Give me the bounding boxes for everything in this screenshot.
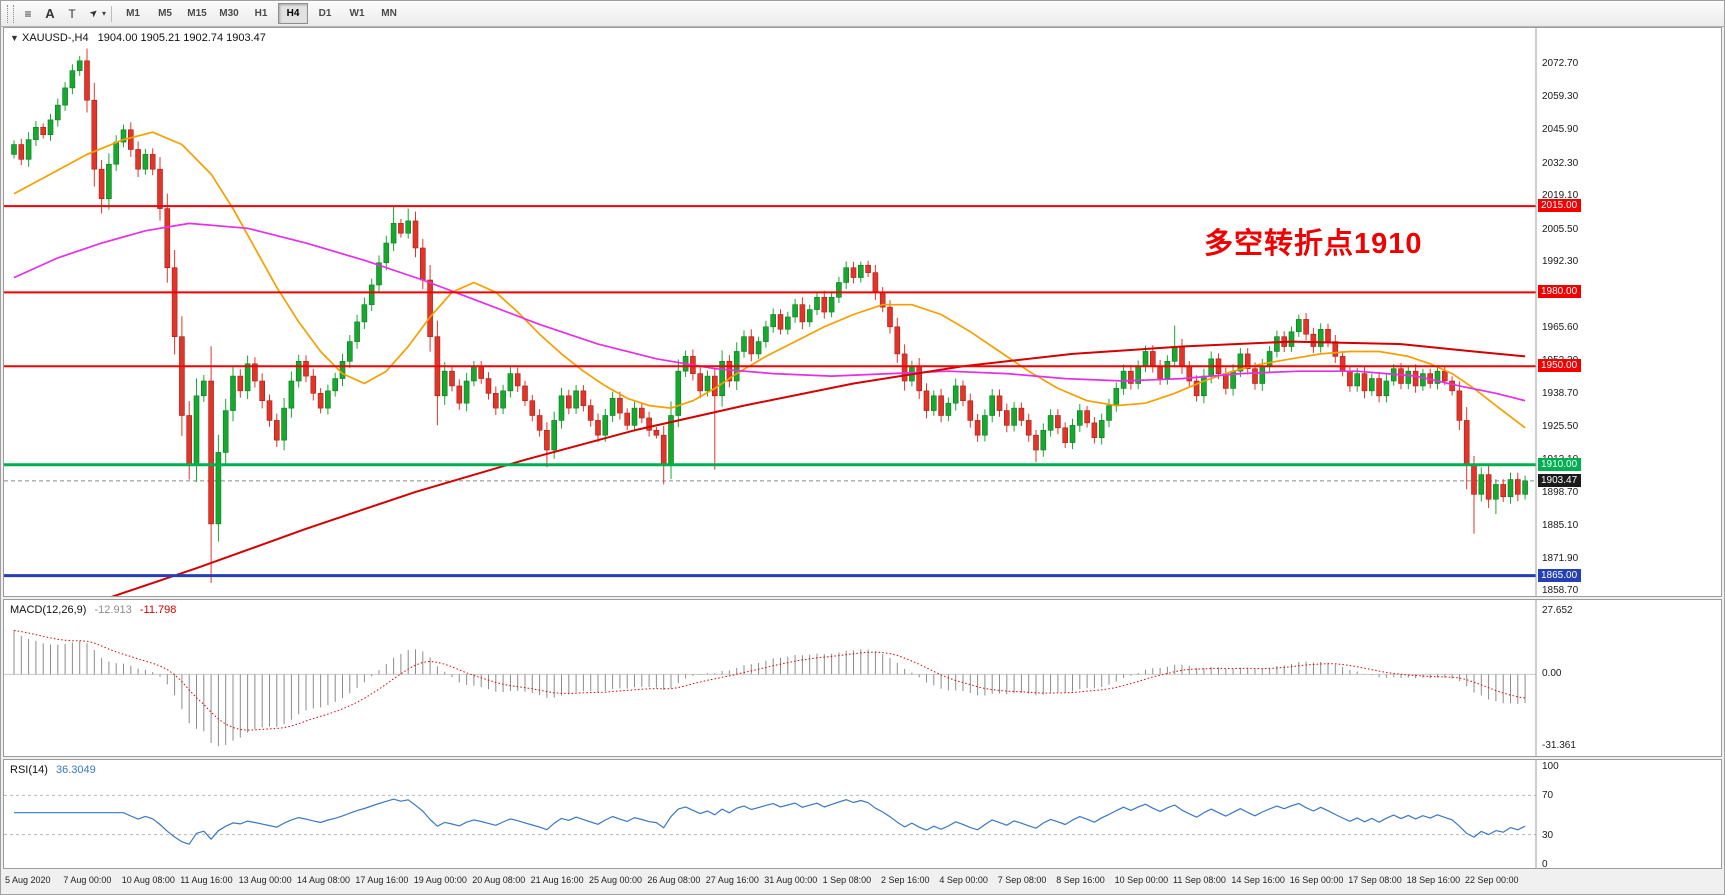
price-tick-label: 2045.90 <box>1542 124 1579 135</box>
rsi-header-label: RSI(14) 36.3049 <box>10 764 96 776</box>
time-axis-label: 5 Aug 2020 <box>5 875 51 885</box>
time-axis-label: 11 Aug 16:00 <box>180 875 233 885</box>
price-level-label: 1865.00 <box>1538 568 1582 582</box>
time-axis-label: 26 Aug 08:00 <box>647 875 701 885</box>
price-tick-label: 2019.10 <box>1542 190 1579 202</box>
macd-panel: MACD(12,26,9) -12.913 -11.798 27.652 0.00… <box>3 599 1722 757</box>
chart-annotation-text: 多空转折点1910 <box>1204 228 1423 260</box>
price-level-label: 1910.00 <box>1538 457 1582 471</box>
rsi-scale-label: 0 <box>1542 859 1548 870</box>
price-tick-label: 1938.70 <box>1542 388 1579 400</box>
timeframe-button-w1[interactable]: W1 <box>349 8 365 19</box>
timeframe-button-m5[interactable]: M5 <box>158 8 172 19</box>
text-tool-icon[interactable]: T <box>68 6 76 21</box>
dropdown-caret-icon[interactable]: ▾ <box>102 9 107 18</box>
time-axis-label: 25 Aug 00:00 <box>589 875 643 885</box>
timeframe-button-h1[interactable]: H1 <box>254 8 268 19</box>
main-chart-panel: ▼ XAUUSD-,H4 1904.00 1905.21 1902.74 190… <box>3 27 1722 597</box>
macd-signal-value: -11.798 <box>139 604 177 616</box>
time-axis-label: 31 Aug 00:00 <box>764 875 818 885</box>
time-axis-label: 22 Sep 00:00 <box>1465 875 1519 885</box>
price-tick-label: 1871.90 <box>1542 552 1579 564</box>
toolbar: ≡ A T ➤ ▾ M1 M5 M15 M30 H1 H4 D1 W1 MN <box>1 1 1724 27</box>
price-tick-label: 1885.10 <box>1542 520 1579 532</box>
macd-canvas[interactable] <box>4 600 1721 756</box>
time-axis-label: 4 Sep 00:00 <box>939 875 988 885</box>
timeframe-button-mn[interactable]: MN <box>381 8 397 19</box>
time-axis-label: 16 Sep 00:00 <box>1289 875 1344 885</box>
rsi-scale-label: 70 <box>1542 790 1554 802</box>
price-tick-label: 2005.50 <box>1542 223 1579 235</box>
chart-header-label: ▼ XAUUSD-,H4 1904.00 1905.21 1902.74 190… <box>10 32 266 44</box>
timeframe-button-m1[interactable]: M1 <box>126 8 140 19</box>
time-axis-label: 19 Aug 00:00 <box>413 875 467 885</box>
timeframe-button-d1[interactable]: D1 <box>318 8 332 19</box>
price-tick-label: 1898.70 <box>1542 486 1579 498</box>
price-tick-label: 1925.50 <box>1542 420 1579 432</box>
time-axis-label: 17 Sep 08:00 <box>1348 875 1402 885</box>
time-axis-label: 10 Aug 08:00 <box>121 875 175 885</box>
time-axis-label: 2 Sep 16:00 <box>881 875 930 885</box>
time-axis-label: 14 Aug 08:00 <box>297 875 351 885</box>
time-axis-label: 7 Sep 08:00 <box>997 875 1047 885</box>
price-tick-label: 2032.30 <box>1542 157 1579 169</box>
price-level-label: 1950.00 <box>1538 359 1582 373</box>
time-axis-label: 7 Aug 00:00 <box>63 875 112 885</box>
macd-label: MACD(12,26,9) <box>10 604 87 616</box>
toolbar-separator <box>111 5 113 22</box>
price-tick-label: 1965.60 <box>1542 321 1579 333</box>
toolbar-drag-handle[interactable] <box>7 4 14 23</box>
rsi-value: 36.3049 <box>55 764 96 776</box>
price-tick-label: 1992.30 <box>1542 256 1579 268</box>
rsi-scale-label: 30 <box>1542 829 1554 841</box>
rsi-panel: RSI(14) 36.3049 100 70 30 0 <box>3 759 1722 870</box>
macd-scale-label: -31.361 <box>1542 740 1576 752</box>
time-axis[interactable]: 5 Aug 2020 7 Aug 00:00 10 Aug 08:00 11 Aug … <box>3 871 1722 894</box>
timeframe-button-group: M1 M5 M15 M30 H1 H4 D1 W1 MN <box>117 3 405 24</box>
rsi-canvas[interactable] <box>4 760 1721 868</box>
time-axis-label: 13 Aug 00:00 <box>238 875 292 885</box>
timeframe-button-m30[interactable]: M30 <box>219 8 239 19</box>
time-axis-label: 11 Sep 08:00 <box>1173 875 1226 885</box>
market-watch-icon[interactable]: ≡ <box>24 6 32 21</box>
time-axis-label: 18 Sep 16:00 <box>1406 875 1461 885</box>
price-level-label: 2015.00 <box>1538 199 1582 213</box>
time-axis-label: 1 Sep 08:00 <box>822 875 872 885</box>
time-axis-label: 27 Aug 16:00 <box>705 875 759 885</box>
rsi-label: RSI(14) <box>10 764 48 776</box>
macd-scale-label: 0.00 <box>1542 668 1562 680</box>
price-level-label: 1980.00 <box>1538 285 1582 299</box>
time-axis-label: 14 Sep 16:00 <box>1231 875 1285 885</box>
rsi-scale-label: 100 <box>1542 761 1559 772</box>
time-axis-label: 8 Sep 16:00 <box>1056 875 1105 885</box>
time-axis-label: 10 Sep 00:00 <box>1114 875 1169 885</box>
time-axis-label: 20 Aug 08:00 <box>472 875 526 885</box>
text-label-icon[interactable]: A <box>45 6 55 21</box>
macd-header-label: MACD(12,26,9) -12.913 -11.798 <box>10 604 176 616</box>
price-tick-label: 2059.30 <box>1542 91 1579 102</box>
timeframe-button-m15[interactable]: M15 <box>187 8 207 19</box>
macd-scale-label: 27.652 <box>1542 605 1573 617</box>
price-chart-canvas[interactable] <box>4 28 1721 596</box>
time-axis-label: 21 Aug 16:00 <box>530 875 584 885</box>
time-axis-label: 17 Aug 16:00 <box>355 875 409 885</box>
toolbar-icon-group: ≡ A T ➤ ▾ <box>17 4 106 24</box>
chart-dropdown-icon[interactable]: ▼ <box>10 33 19 43</box>
price-tick-label: 2072.70 <box>1542 58 1579 69</box>
symbol-timeframe-label: XAUUSD-,H4 <box>21 32 89 44</box>
macd-value: -12.913 <box>94 604 132 616</box>
timeframe-button-h4[interactable]: H4 <box>278 3 309 24</box>
ohlc-values-label: 1904.00 1905.21 1902.74 1903.47 <box>97 32 266 44</box>
current-price-label: 1903.47 <box>1538 473 1582 487</box>
price-tick-label: 1858.70 <box>1542 585 1579 597</box>
